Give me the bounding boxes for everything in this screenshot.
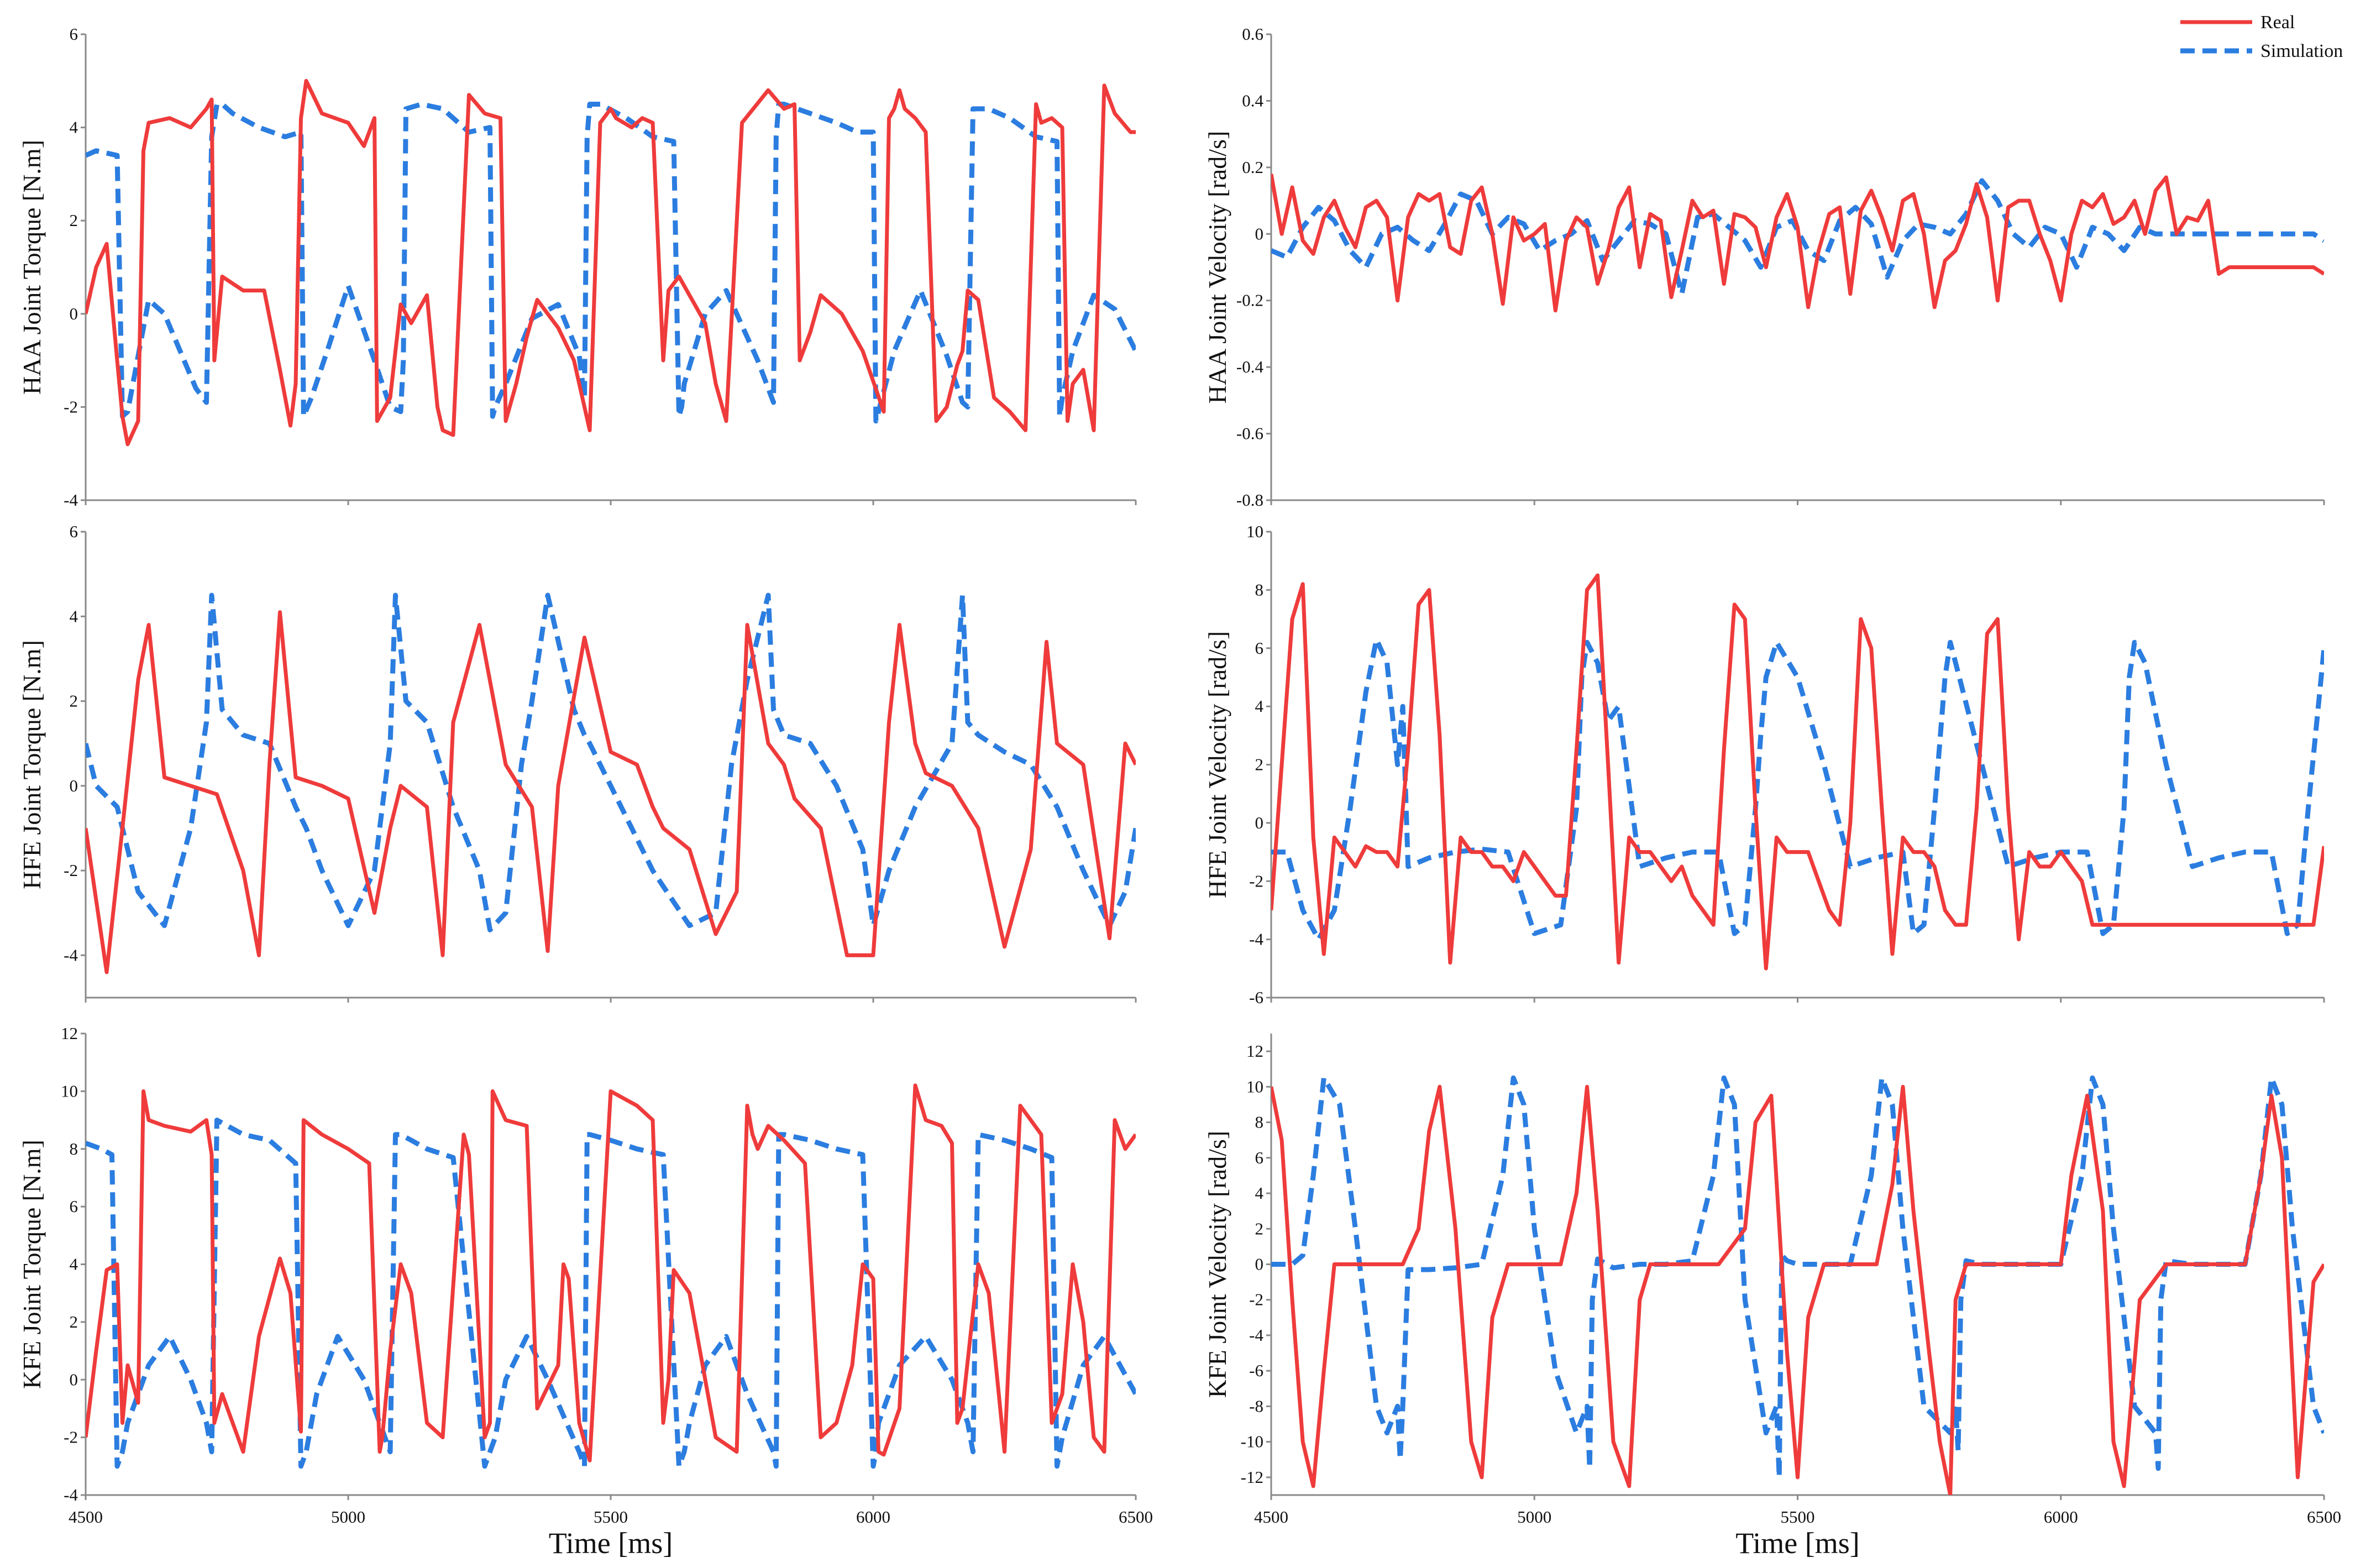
y-tick-label: -4 <box>64 945 78 964</box>
y-tick-label: 4 <box>1255 696 1264 716</box>
real-series-line <box>1271 174 2324 313</box>
y-tick-label: 6 <box>70 24 78 44</box>
y-tick-label: -4 <box>64 1485 78 1504</box>
y-tick-label: 0 <box>1255 813 1264 832</box>
y-axis-label: KFE Joint Velocity [rad/s] <box>1203 1131 1231 1398</box>
panel-kfe-torque: -4 -2 0 2 4 6 8 10 12 4500 5000 5500 6000 6500 KFE Joi… <box>18 1024 1153 1527</box>
y-tick-label: 4 <box>70 606 78 626</box>
y-tick-label: 10 <box>1246 522 1263 541</box>
y-tick-label: -2 <box>64 861 78 880</box>
x-tick-label: 6500 <box>2307 1507 2341 1527</box>
simulation-series-line <box>86 102 1136 424</box>
y-tick-label: -0.6 <box>1236 424 1263 443</box>
panel-kfe-velocity: -12 -10 -8 -6 -4 -2 0 2 4 6 8 10 12 4500 5000 5500 6000 6… <box>1203 1034 2341 1527</box>
y-tick-label: 0 <box>1255 224 1264 243</box>
y-tick-label: -2 <box>64 1428 78 1447</box>
simulation-series-line <box>86 1118 1136 1469</box>
y-tick-label: -6 <box>1249 1361 1263 1380</box>
y-axis-label: HFE Joint Torque [N.m] <box>18 640 46 889</box>
x-tick-label: 5500 <box>594 1507 628 1527</box>
x-tick-label: 6000 <box>856 1507 890 1527</box>
real-series-line <box>86 1083 1136 1462</box>
y-tick-label: 0 <box>70 1370 78 1389</box>
y-tick-label: 6 <box>1255 638 1264 658</box>
y-axis-label: HAA Joint Torque [N.m] <box>18 140 46 395</box>
simulation-series-line <box>1271 637 2324 942</box>
y-tick-label: -4 <box>1249 930 1263 949</box>
y-tick-label: 6 <box>70 1197 78 1216</box>
y-axis-label: KFE Joint Torque [N.m] <box>18 1140 46 1389</box>
y-tick-label: 0.4 <box>1242 91 1263 110</box>
y-tick-label: 6 <box>70 522 78 541</box>
axes-frame <box>85 532 1136 999</box>
x-tick-label: 4500 <box>1254 1507 1288 1527</box>
real-series-line <box>86 78 1136 447</box>
axes-frame <box>1270 34 2324 501</box>
y-tick-label: 8 <box>1255 580 1264 599</box>
y-tick-label: -8 <box>1249 1396 1263 1415</box>
real-series-line <box>1271 573 2324 971</box>
y-tick-label: 10 <box>1246 1077 1263 1096</box>
y-tick-label: -0.8 <box>1236 490 1263 510</box>
x-axis-label: Time [ms] <box>1735 1527 1860 1560</box>
y-tick-label: 12 <box>1246 1041 1263 1061</box>
simulation-series-line <box>1271 178 2324 297</box>
y-tick-label: -4 <box>1249 1325 1263 1345</box>
y-axis-label: HAA Joint Velocity [rad/s] <box>1203 131 1231 404</box>
y-tick-label: -0.4 <box>1236 357 1264 376</box>
y-tick-label: 2 <box>70 1312 78 1331</box>
y-tick-label: 4 <box>70 118 78 137</box>
y-axis-label: HFE Joint Velocity [rad/s] <box>1203 631 1231 898</box>
y-tick-label: 0 <box>70 304 78 323</box>
x-tick-label: 5000 <box>331 1507 365 1527</box>
y-tick-label: 6 <box>1255 1148 1264 1167</box>
y-tick-label: 8 <box>1255 1113 1264 1132</box>
y-tick-label: 10 <box>61 1081 78 1100</box>
y-tick-label: 0 <box>1255 1255 1264 1274</box>
axes-frame <box>85 34 1136 501</box>
x-tick-label: 5000 <box>1517 1507 1551 1527</box>
y-tick-label: 12 <box>61 1024 78 1043</box>
y-tick-label: 2 <box>1255 1219 1264 1238</box>
y-tick-label: -12 <box>1241 1467 1263 1487</box>
panel-hfe-velocity: -6 -4 -2 0 2 4 6 8 10 HFE Joint Velocity [rad/s] <box>1203 522 2325 1007</box>
y-tick-label: 0.6 <box>1242 24 1263 44</box>
y-tick-label: 2 <box>1255 755 1264 774</box>
y-tick-label: 0.2 <box>1242 158 1263 177</box>
x-tick-label: 5500 <box>1781 1507 1815 1527</box>
legend: Real Simulation <box>2180 12 2343 61</box>
legend-label-simulation: Simulation <box>2260 41 2343 61</box>
y-tick-label: -10 <box>1241 1432 1263 1451</box>
y-tick-label: 2 <box>70 211 78 230</box>
panel-haa-velocity: -0.8 -0.6 -0.4 -0.2 0 0.2 0.4 0.6 HAA Joint Velo… <box>1203 24 2325 510</box>
panel-hfe-torque: -4 -2 0 2 4 6 HFE Joint Torque [N.m] <box>18 522 1137 1003</box>
y-tick-label: 4 <box>1255 1183 1264 1203</box>
x-tick-label: 6000 <box>2044 1507 2078 1527</box>
simulation-series-line <box>86 592 1136 932</box>
y-tick-label: -2 <box>64 397 78 416</box>
real-series-line <box>1271 1084 2324 1495</box>
y-tick-label: 0 <box>70 776 78 795</box>
x-tick-label: 4500 <box>69 1507 103 1527</box>
legend-label-real: Real <box>2260 12 2295 33</box>
y-tick-label: -0.2 <box>1236 291 1263 310</box>
y-tick-label: -4 <box>64 490 78 510</box>
y-tick-label: 2 <box>70 691 78 711</box>
y-tick-label: -2 <box>1249 1290 1263 1309</box>
y-tick-label: 8 <box>70 1139 78 1158</box>
y-tick-label: 4 <box>70 1255 78 1274</box>
simulation-series-line <box>1271 1075 2324 1480</box>
y-tick-label: -2 <box>1249 871 1263 890</box>
panel-haa-torque: -4 -2 0 2 4 6 HAA Joint Torque [N.m] <box>18 24 1137 510</box>
y-tick-label: -6 <box>1249 988 1263 1007</box>
x-tick-label: 6500 <box>1119 1507 1153 1527</box>
x-axis-label: Time [ms] <box>549 1527 673 1560</box>
real-series-line <box>86 610 1136 974</box>
